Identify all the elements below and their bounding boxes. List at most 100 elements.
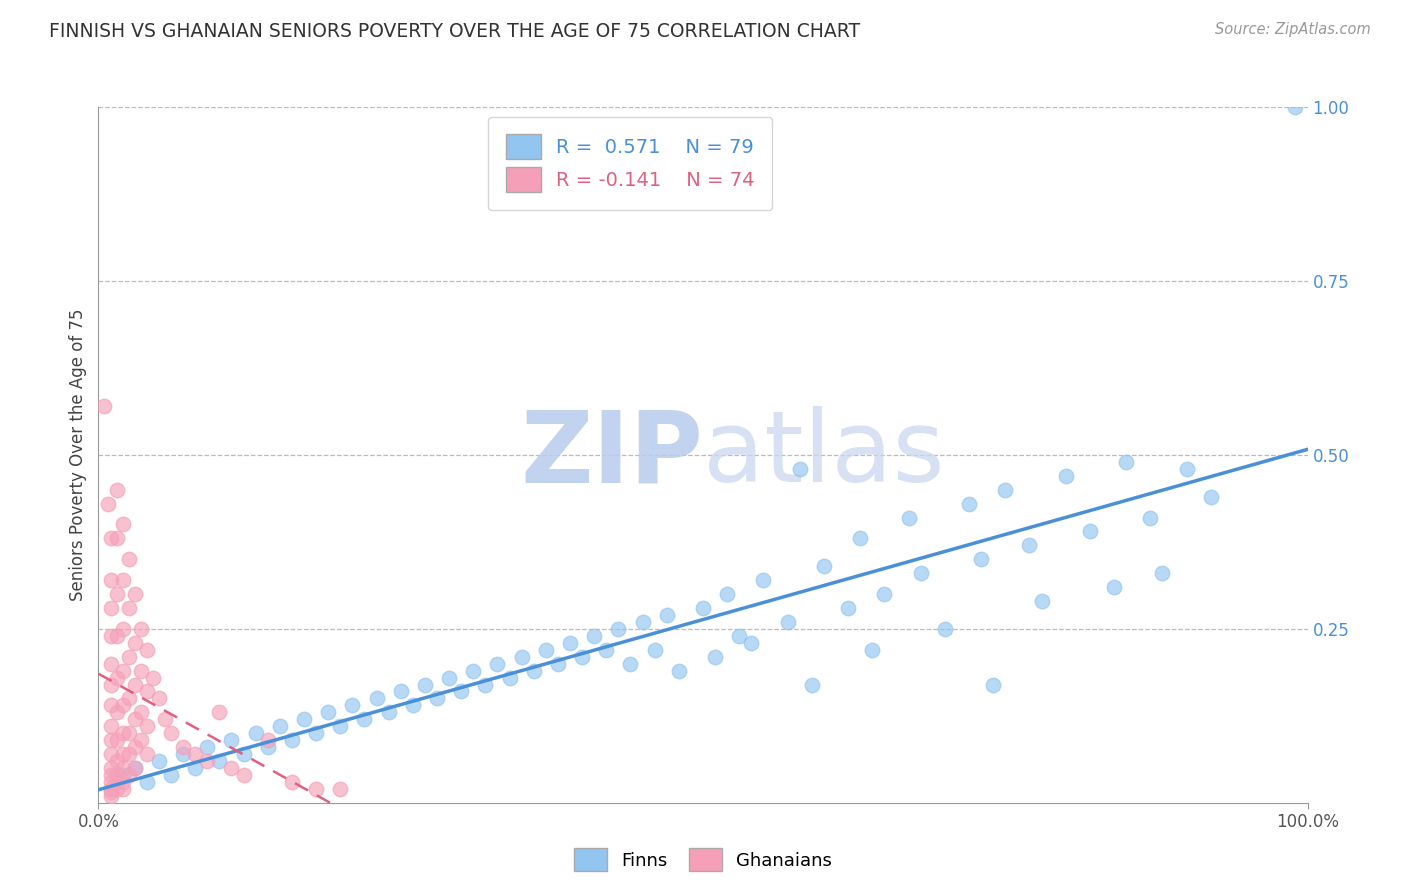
Point <box>957 497 980 511</box>
Point <box>1152 566 1174 581</box>
Point <box>184 747 207 761</box>
Text: Source: ZipAtlas.com: Source: ZipAtlas.com <box>1215 22 1371 37</box>
Point <box>305 781 328 796</box>
Point <box>644 642 666 657</box>
Point <box>837 601 859 615</box>
Point <box>740 636 762 650</box>
Point <box>329 781 352 796</box>
Point <box>377 706 399 720</box>
Point <box>111 768 134 782</box>
Point <box>860 642 883 657</box>
Point <box>1175 462 1198 476</box>
Point <box>100 789 122 803</box>
Point <box>232 747 254 761</box>
Point <box>789 462 811 476</box>
Point <box>631 615 654 629</box>
Point <box>1284 100 1306 114</box>
Point <box>281 775 304 789</box>
Point <box>105 733 128 747</box>
Point <box>105 754 128 768</box>
Point <box>118 649 141 664</box>
Point <box>208 706 231 720</box>
Point <box>111 664 134 678</box>
Point <box>100 768 122 782</box>
Point <box>135 684 157 698</box>
Point <box>437 671 460 685</box>
Point <box>897 510 920 524</box>
Legend: Finns, Ghanaians: Finns, Ghanaians <box>567 841 839 879</box>
Point <box>135 747 157 761</box>
Point <box>100 657 122 671</box>
Point <box>105 671 128 685</box>
Point <box>450 684 472 698</box>
Point <box>1199 490 1222 504</box>
Text: FINNISH VS GHANAIAN SENIORS POVERTY OVER THE AGE OF 75 CORRELATION CHART: FINNISH VS GHANAIAN SENIORS POVERTY OVER… <box>49 22 860 41</box>
Point <box>463 664 485 678</box>
Point <box>105 768 128 782</box>
Point <box>281 733 304 747</box>
Point <box>607 622 630 636</box>
Point <box>655 607 678 622</box>
Point <box>100 733 122 747</box>
Point <box>1031 594 1053 608</box>
Point <box>111 573 134 587</box>
Y-axis label: Seniors Poverty Over the Age of 75: Seniors Poverty Over the Age of 75 <box>69 309 87 601</box>
Point <box>100 747 122 761</box>
Point <box>1115 455 1137 469</box>
Point <box>413 677 436 691</box>
Point <box>910 566 932 581</box>
Point <box>195 754 218 768</box>
Point <box>135 719 157 733</box>
Point <box>124 761 146 775</box>
Point <box>111 517 134 532</box>
Point <box>849 532 872 546</box>
Point <box>100 775 122 789</box>
Point <box>124 587 146 601</box>
Point <box>100 785 122 799</box>
Point <box>619 657 641 671</box>
Point <box>208 754 231 768</box>
Point <box>124 677 146 691</box>
Point <box>100 573 122 587</box>
Point <box>105 629 128 643</box>
Point <box>704 649 727 664</box>
Point <box>93 399 115 413</box>
Point <box>100 532 122 546</box>
Point <box>153 712 176 726</box>
Point <box>100 761 122 775</box>
Point <box>111 775 134 789</box>
Point <box>752 573 775 587</box>
Text: atlas: atlas <box>703 407 945 503</box>
Point <box>534 642 557 657</box>
Point <box>148 691 170 706</box>
Point <box>105 587 128 601</box>
Point <box>1102 580 1125 594</box>
Point <box>111 726 134 740</box>
Point <box>172 747 194 761</box>
Point <box>129 664 152 678</box>
Legend: R =  0.571    N = 79, R = -0.141    N = 74: R = 0.571 N = 79, R = -0.141 N = 74 <box>488 117 772 210</box>
Point <box>118 691 141 706</box>
Point <box>135 775 157 789</box>
Point <box>970 552 993 566</box>
Point <box>100 698 122 713</box>
Point <box>118 552 141 566</box>
Point <box>981 677 1004 691</box>
Point <box>105 775 128 789</box>
Point <box>1054 468 1077 483</box>
Point <box>129 706 152 720</box>
Point <box>184 761 207 775</box>
Point <box>111 747 134 761</box>
Point <box>148 754 170 768</box>
Point <box>353 712 375 726</box>
Point <box>100 677 122 691</box>
Point <box>129 733 152 747</box>
Point <box>118 726 141 740</box>
Point <box>232 768 254 782</box>
Point <box>583 629 606 643</box>
Point <box>800 677 823 691</box>
Point <box>305 726 328 740</box>
Point <box>124 740 146 755</box>
Point <box>256 740 278 755</box>
Point <box>135 642 157 657</box>
